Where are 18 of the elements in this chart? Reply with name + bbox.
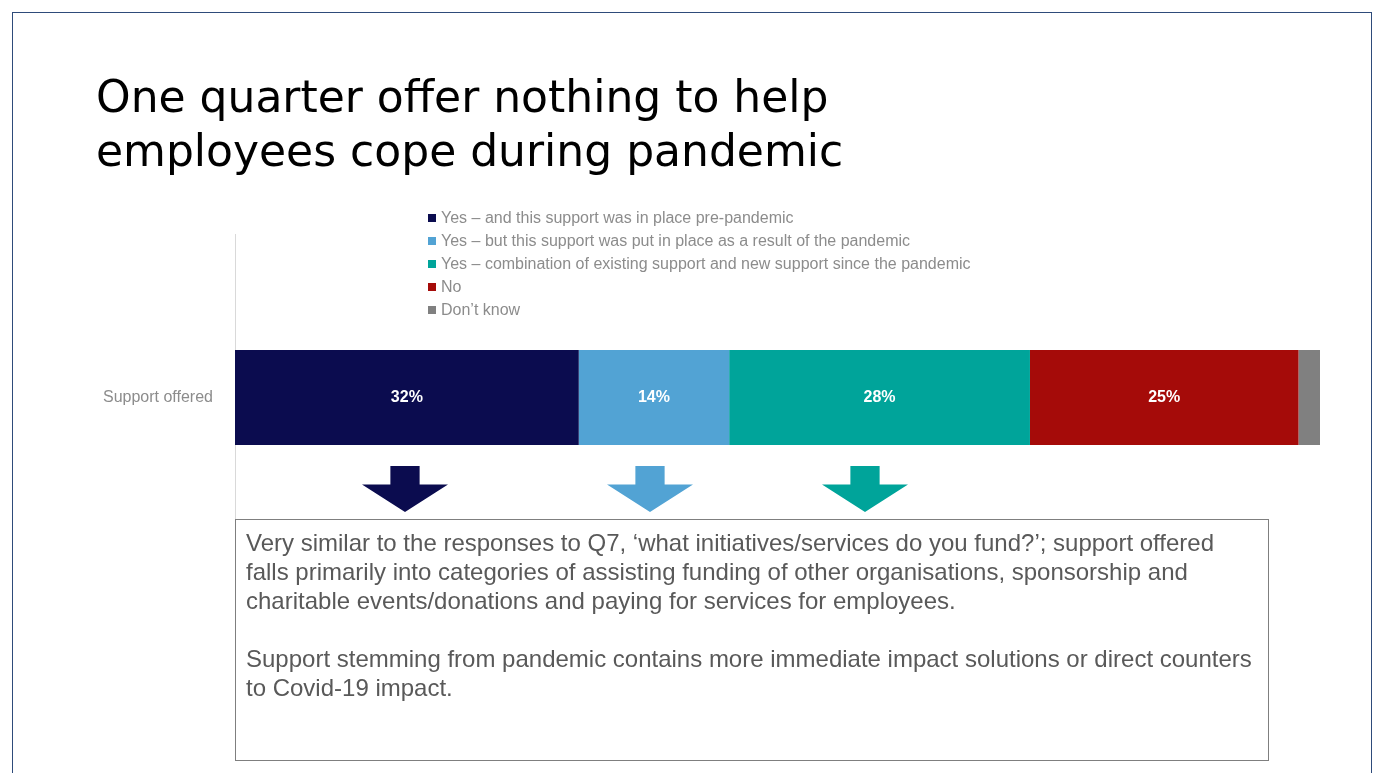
legend-label: Don’t know	[441, 300, 521, 320]
bar	[235, 350, 579, 445]
chart-title: One quarter offer nothing to help employees cope during pandemic	[96, 70, 845, 178]
bar	[578, 350, 730, 445]
data-label: 28%	[863, 387, 896, 405]
data-label: 25%	[1148, 387, 1181, 405]
y-tick-label: Support offered	[102, 387, 213, 405]
bar	[1029, 350, 1299, 445]
legend-label: No	[441, 277, 462, 297]
text: Support stemming from pandemic contains more immediate impact solutions or direct counters to Covid-19 impact.	[246, 644, 1253, 702]
legend-label: Yes – and this support was in place pre-pandemic	[441, 208, 794, 228]
legend-label: Yes – but this support was put in place as a result of the pandemic	[441, 231, 911, 251]
data-label: 32%	[390, 387, 423, 405]
bar	[729, 350, 1030, 445]
text: Very similar to the responses to Q7, ‘what initiatives/services do you fund?’; support offered falls primarily into categories of assisting funding of other organisations, sponsorship and charitable events/donations and paying for services for employees.	[246, 528, 1216, 615]
data-label: 14%	[637, 387, 670, 405]
legend-label: Yes – combination of existing support and new support since the pandemic	[441, 254, 971, 274]
bar	[1298, 350, 1320, 445]
